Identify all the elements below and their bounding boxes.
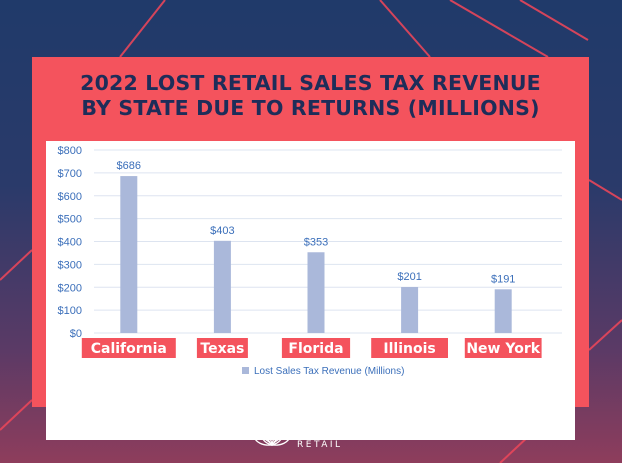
legend-swatch (242, 367, 249, 374)
data-label: $686 (117, 160, 141, 172)
y-tick-label: $800 (58, 145, 82, 157)
brand-name: APPRISS® (297, 426, 377, 440)
chart-title-line-2: BY STATE DUE TO RETURNS (MILLIONS) (81, 96, 540, 120)
brand-logo: APPRISS® RETAIL (252, 423, 382, 453)
category-label: New York (466, 341, 540, 357)
y-tick-label: $0 (70, 328, 82, 340)
category-label-box (464, 338, 542, 358)
category-label: Texas (200, 341, 244, 357)
bar (213, 240, 231, 333)
chart-card: 2022 LOST RETAIL SALES TAX REVENUE BY ST… (32, 57, 589, 440)
chart-title-line-1: 2022 LOST RETAIL SALES TAX REVENUE (80, 71, 541, 95)
lotus-logo-icon (253, 425, 291, 446)
y-tick-label: $500 (58, 214, 82, 226)
y-tick-label: $200 (58, 282, 82, 294)
legend-label: Lost Sales Tax Revenue (Millions) (254, 366, 404, 377)
chart-title: 2022 LOST RETAIL SALES TAX REVENUE BY ST… (32, 71, 589, 121)
y-tick-label: $300 (58, 259, 82, 271)
category-label-box (371, 338, 448, 358)
plot-area: $0 $100 $200 $300 $400 $500 $600 $700 $800 $686 $4… (46, 141, 575, 440)
category-label: Illinois (383, 341, 435, 357)
bar-chart: $0 $100 $200 $300 $400 $500 $600 $700 $800 $686 $4… (58, 145, 562, 377)
bar (494, 289, 512, 333)
category-label-box (196, 338, 248, 358)
category-label-box (81, 338, 176, 358)
category-label: Florida (288, 341, 343, 357)
y-tick-label: $400 (58, 237, 82, 249)
bar (120, 176, 138, 333)
y-tick-label: $600 (58, 191, 82, 203)
data-label: $191 (491, 273, 515, 285)
category-label-box (281, 338, 351, 358)
category-label: California (91, 341, 167, 357)
brand-sub: RETAIL (297, 440, 343, 450)
bar (307, 252, 325, 333)
data-label: $201 (397, 271, 421, 283)
y-tick-label: $100 (58, 305, 82, 317)
data-label: $403 (210, 225, 234, 237)
data-label: $353 (304, 236, 328, 248)
bar (401, 287, 419, 333)
y-tick-label: $700 (58, 168, 82, 180)
